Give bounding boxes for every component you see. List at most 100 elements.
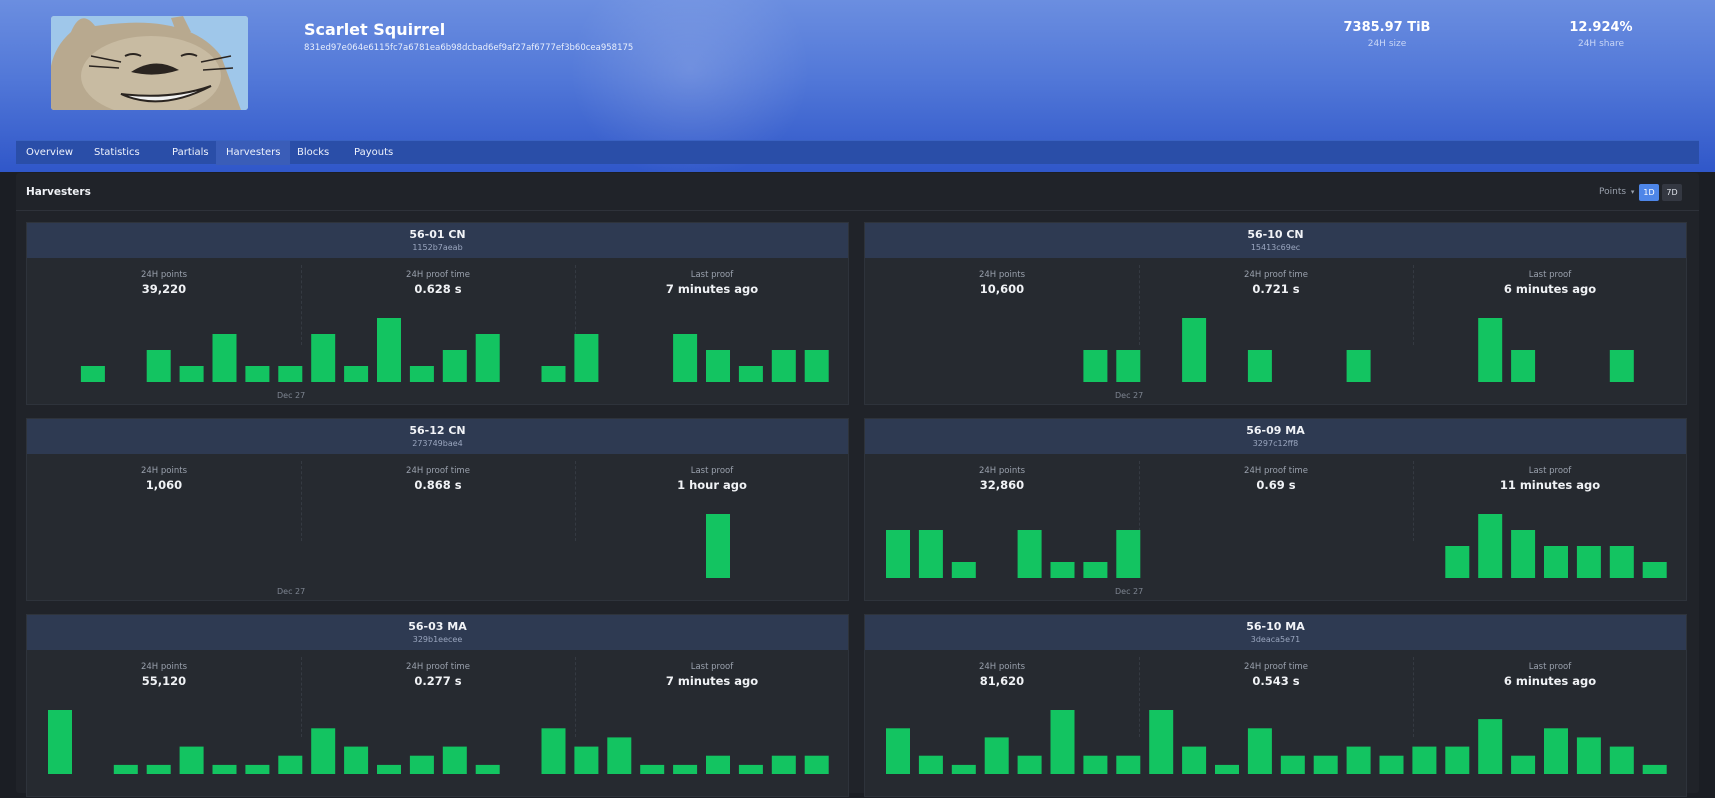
chart-bar[interactable] (1050, 562, 1075, 578)
chart-bar[interactable] (1609, 746, 1634, 774)
chart-bar[interactable] (804, 350, 829, 382)
chart-bar[interactable] (804, 755, 829, 774)
chart-bar[interactable] (1149, 710, 1174, 774)
chart-bar[interactable] (48, 710, 72, 774)
chart-bar[interactable] (344, 366, 369, 382)
tab-overview[interactable]: Overview (26, 147, 74, 158)
chart-bar[interactable] (607, 737, 632, 774)
chart-bar[interactable] (1576, 546, 1601, 578)
chart-bar[interactable] (886, 530, 910, 578)
chart-bar[interactable] (212, 764, 237, 774)
chart-bar[interactable] (1083, 350, 1108, 382)
chart-bar[interactable] (1017, 530, 1042, 578)
chart-bar[interactable] (1511, 350, 1536, 382)
range-7d-button[interactable]: 7D (1662, 184, 1682, 201)
chart-bar[interactable] (1609, 546, 1634, 578)
chart-bar[interactable] (245, 366, 270, 382)
chart-bar[interactable] (574, 746, 599, 774)
chart-bar[interactable] (475, 334, 500, 382)
chart-bar[interactable] (344, 746, 369, 774)
chart-bar[interactable] (771, 755, 796, 774)
range-1d-button[interactable]: 1D (1639, 184, 1659, 201)
chart-bar[interactable] (771, 350, 796, 382)
chart-bar[interactable] (80, 366, 105, 382)
chart-bar[interactable] (1247, 350, 1272, 382)
chart-bar[interactable] (738, 366, 763, 382)
chart-bar[interactable] (706, 755, 730, 774)
chart-bar[interactable] (1478, 318, 1503, 382)
chart-bar[interactable] (278, 366, 303, 382)
chart-bar[interactable] (640, 764, 665, 774)
chart-bar[interactable] (442, 350, 467, 382)
chart-bar[interactable] (1313, 755, 1338, 774)
chart-bar[interactable] (1017, 755, 1042, 774)
chart-bar[interactable] (278, 755, 303, 774)
points-dropdown[interactable]: Points ▾ (1599, 187, 1634, 197)
chart-bar[interactable] (574, 334, 599, 382)
chart-bar[interactable] (1346, 746, 1371, 774)
chart-bar[interactable] (1379, 755, 1404, 774)
tab-harvesters[interactable]: Harvesters (216, 141, 291, 165)
chart-bar[interactable] (1182, 746, 1207, 774)
chart-bar[interactable] (1642, 562, 1667, 578)
chart-bar[interactable] (179, 366, 204, 382)
chart-bar[interactable] (1182, 318, 1207, 382)
chart-bar[interactable] (146, 350, 171, 382)
chart-bar[interactable] (442, 746, 467, 774)
chart-bar[interactable] (984, 737, 1009, 774)
chart-bar[interactable] (738, 764, 763, 774)
chart-bar[interactable] (377, 318, 401, 382)
chart-bar[interactable] (1445, 546, 1470, 578)
harvester-metric: 24H points 1,060 (27, 466, 301, 492)
chart-bar[interactable] (245, 764, 270, 774)
chart-bar[interactable] (541, 728, 566, 774)
chart-bar[interactable] (706, 514, 730, 578)
chart-bar[interactable] (1511, 530, 1536, 578)
chart-bar[interactable] (1346, 350, 1371, 382)
chart-bar[interactable] (918, 755, 943, 774)
chart-bar[interactable] (1050, 710, 1075, 774)
chart-bar[interactable] (377, 764, 401, 774)
chart-bar[interactable] (1478, 514, 1503, 578)
chart-bar[interactable] (1445, 746, 1470, 774)
chart-bar[interactable] (1544, 728, 1568, 774)
harvester-id: 329b1eecee (412, 635, 463, 644)
tab-partials[interactable]: Partials (172, 147, 209, 158)
chart-bar[interactable] (951, 562, 976, 578)
chart-bar[interactable] (1544, 546, 1568, 578)
chart-bar[interactable] (409, 755, 434, 774)
chart-bar[interactable] (1116, 350, 1141, 382)
chart-bar[interactable] (113, 764, 138, 774)
pool-launcher-id: 831ed97e064e6115fc7a6781ea6b98dcbad6ef9a… (304, 43, 634, 53)
tab-statistics[interactable]: Statistics (94, 147, 140, 158)
chart-bar[interactable] (1609, 350, 1634, 382)
chart-bar[interactable] (1215, 764, 1239, 774)
chart-bar[interactable] (1576, 737, 1601, 774)
chart-bar[interactable] (311, 334, 336, 382)
chart-bar[interactable] (673, 764, 698, 774)
chart-bar[interactable] (1083, 562, 1108, 578)
chart-bar[interactable] (1412, 746, 1437, 774)
chart-bar[interactable] (146, 764, 171, 774)
tab-blocks[interactable]: Blocks (297, 147, 330, 158)
chart-bar[interactable] (212, 334, 237, 382)
chart-bar[interactable] (951, 764, 976, 774)
chart-bar[interactable] (1511, 755, 1536, 774)
chart-bar[interactable] (706, 350, 730, 382)
chart-bar[interactable] (541, 366, 566, 382)
chart-bar[interactable] (918, 530, 943, 578)
chart-bar[interactable] (475, 764, 500, 774)
chart-bar[interactable] (179, 746, 204, 774)
chart-bar[interactable] (409, 366, 434, 382)
chart-bar[interactable] (1642, 764, 1667, 774)
chart-bar[interactable] (311, 728, 336, 774)
chart-bar[interactable] (673, 334, 698, 382)
chart-bar[interactable] (1280, 755, 1305, 774)
chart-bar[interactable] (1083, 755, 1108, 774)
chart-bar[interactable] (1116, 755, 1141, 774)
chart-bar[interactable] (1116, 530, 1141, 578)
chart-bar[interactable] (1478, 719, 1503, 774)
chart-bar[interactable] (1247, 728, 1272, 774)
tab-payouts[interactable]: Payouts (354, 147, 394, 158)
chart-bar[interactable] (886, 728, 910, 774)
